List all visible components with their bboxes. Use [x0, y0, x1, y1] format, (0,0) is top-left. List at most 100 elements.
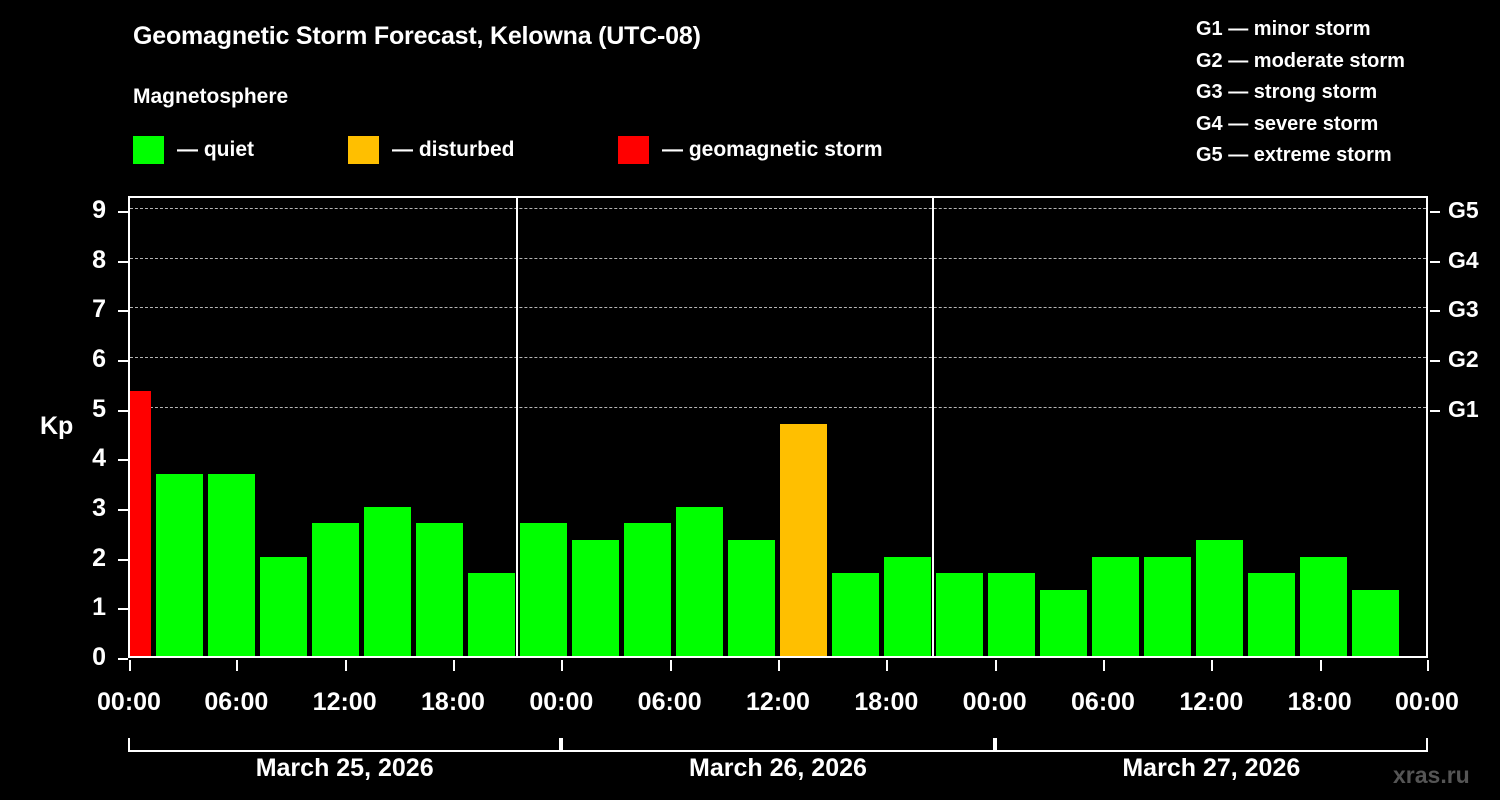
bar-18 [988, 573, 1035, 656]
watermark: xras.ru [1393, 762, 1470, 788]
x-tick-mark-3 [453, 660, 455, 671]
y-tick-label-9: 9 [92, 195, 106, 224]
y-tick-label-7: 7 [92, 295, 106, 324]
x-tick-mark-8 [994, 660, 997, 671]
quiet-legend-swatch [133, 136, 164, 164]
gridline-kp-8 [130, 257, 1426, 259]
y-tick-label-6: 6 [92, 344, 106, 373]
y-axis-title: Kp [40, 412, 74, 440]
bar-22 [1196, 540, 1243, 656]
y-tick-label-2: 2 [92, 543, 106, 572]
g-tick-label-G3: G3 [1448, 296, 1479, 323]
x-tick-label-1: 06:00 [204, 688, 269, 716]
disturbed-legend-label: — disturbed [392, 138, 515, 161]
y-tick-mark-3 [118, 508, 128, 511]
g-tick-mark-G4 [1430, 260, 1440, 263]
bar-23 [1248, 573, 1295, 656]
x-tick-label-10: 12:00 [1179, 688, 1244, 716]
bar-24 [1300, 556, 1347, 656]
y-tick-label-5: 5 [92, 394, 106, 423]
gridline-kp-9 [130, 207, 1426, 209]
y-tick-mark-1 [118, 608, 128, 611]
g-tick-mark-G3 [1430, 310, 1440, 313]
gridline-kp-7 [130, 307, 1426, 309]
bar-16 [884, 556, 931, 656]
y-tick-mark-8 [118, 260, 128, 263]
bar-25 [1352, 589, 1399, 656]
x-tick-mark-9 [1103, 660, 1105, 671]
x-tick-label-11: 18:00 [1287, 688, 1352, 716]
y-tick-label-3: 3 [92, 493, 106, 522]
disturbed-legend: — disturbed [348, 134, 515, 166]
bar-14 [780, 424, 827, 656]
bar-19 [1040, 589, 1087, 656]
g-tick-label-G1: G1 [1448, 395, 1479, 422]
bar-20 [1092, 556, 1139, 656]
y-tick-mark-7 [118, 310, 128, 313]
geomagnetic-storm-legend: — geomagnetic storm [618, 134, 883, 166]
day-bracket-2 [561, 738, 995, 752]
bar-15 [832, 573, 879, 656]
x-tick-mark-1 [236, 660, 239, 671]
x-tick-label-4: 00:00 [529, 688, 594, 716]
plot-area [128, 196, 1428, 658]
bar-12 [676, 506, 723, 656]
quiet-legend: — quiet [133, 134, 254, 166]
g-tick-mark-G5 [1430, 210, 1440, 213]
day-label-2: March 26, 2026 [689, 754, 867, 782]
day-separator-2 [932, 198, 935, 656]
day-bracket-3 [994, 738, 1428, 752]
geomagnetic-storm-legend-swatch [618, 136, 649, 164]
x-tick-mark-11 [1319, 660, 1322, 671]
bar-8 [468, 573, 515, 656]
x-tick-mark-6 [778, 660, 780, 671]
y-tick-label-1: 1 [92, 593, 106, 622]
x-tick-label-2: 12:00 [312, 688, 377, 716]
gridline-kp-5 [130, 406, 1426, 408]
day-label-1: March 25, 2026 [255, 754, 434, 782]
y-tick-mark-4 [118, 459, 128, 462]
y-tick-mark-0 [118, 658, 128, 660]
day-label-3: March 27, 2026 [1122, 754, 1301, 782]
gscale-legend: G1 — minor storm G2 — moderate storm G3 — … [1196, 14, 1486, 172]
bar-3 [208, 473, 255, 656]
x-tick-label-12: 00:00 [1395, 688, 1459, 716]
y-tick-mark-5 [118, 409, 128, 412]
x-tick-label-8: 00:00 [962, 688, 1027, 716]
gscale-legend-line-2: G2 — moderate storm [1196, 49, 1405, 72]
y-tick-mark-2 [118, 558, 128, 561]
gscale-legend-line-4: G4 — severe storm [1196, 112, 1379, 135]
g-tick-label-G4: G4 [1448, 246, 1479, 273]
section-label-magnetosphere: Magnetosphere [133, 85, 289, 108]
bar-5 [312, 523, 359, 656]
x-tick-mark-4 [561, 660, 564, 671]
x-tick-mark-7 [886, 660, 889, 671]
bar-10 [572, 540, 619, 656]
g-tick-label-G5: G5 [1448, 196, 1479, 223]
bar-13 [728, 540, 775, 656]
x-tick-mark-5 [669, 660, 672, 671]
gscale-legend-line-5: G5 — extreme storm [1196, 144, 1392, 166]
x-tick-mark-12 [1427, 660, 1429, 671]
y-tick-label-4: 4 [92, 444, 106, 473]
bar-7 [416, 523, 463, 656]
bar-17 [936, 573, 983, 656]
x-tick-label-7: 18:00 [854, 688, 919, 716]
bar-21 [1144, 556, 1191, 656]
x-tick-mark-0 [129, 660, 131, 671]
bar-9 [520, 523, 567, 656]
g-tick-mark-G2 [1430, 359, 1440, 362]
disturbed-legend-swatch [348, 136, 379, 164]
quiet-legend-label: — quiet [177, 138, 254, 161]
g-tick-label-G2: G2 [1448, 345, 1479, 372]
y-tick-label-0: 0 [92, 643, 106, 671]
y-tick-mark-9 [118, 210, 128, 213]
day-separator-1 [516, 198, 519, 656]
bar-4 [260, 556, 307, 656]
gscale-legend-line-1: G1 — minor storm [1196, 18, 1371, 40]
bar-2 [156, 473, 203, 656]
gridline-kp-6 [130, 356, 1426, 358]
x-tick-label-6: 12:00 [746, 688, 810, 716]
day-bracket-1 [128, 738, 562, 752]
